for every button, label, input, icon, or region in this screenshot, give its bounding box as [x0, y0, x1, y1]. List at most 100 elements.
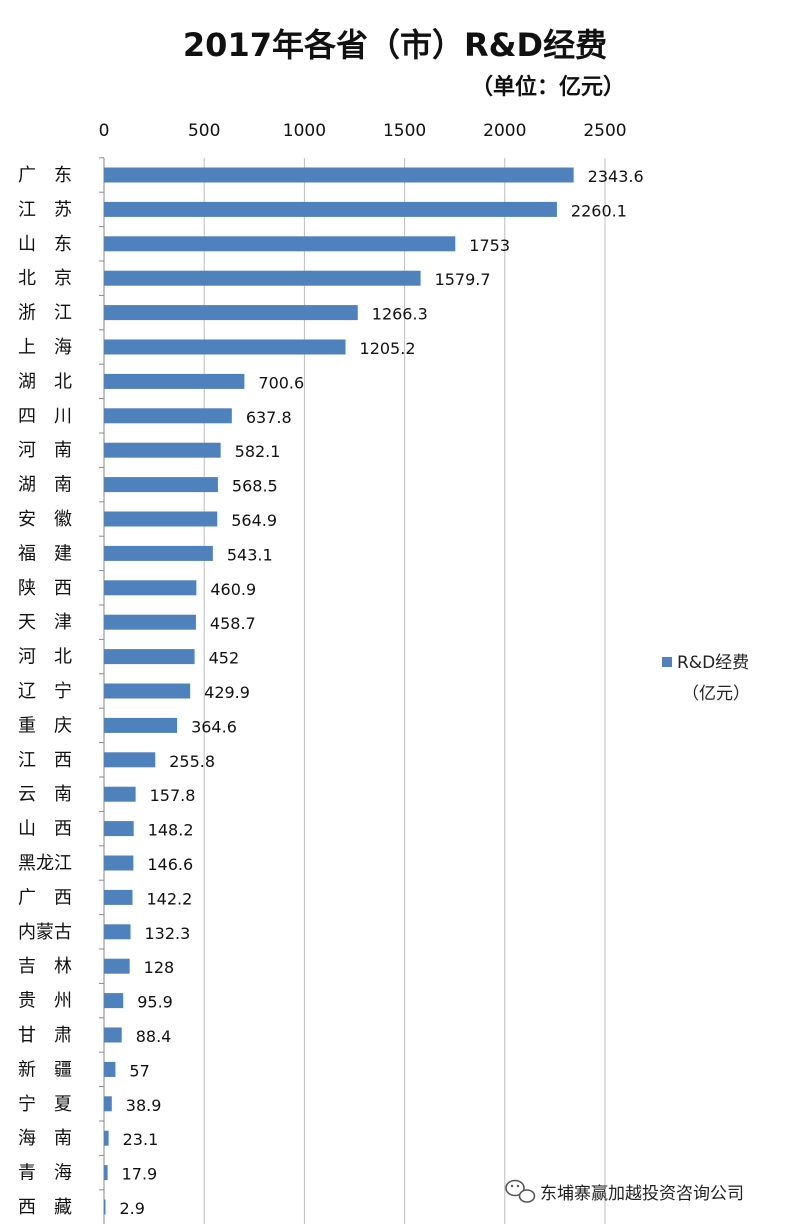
value-label: 146.6 — [147, 855, 193, 874]
category-label: 辽 宁 — [18, 681, 72, 702]
bar — [104, 752, 156, 768]
bar — [104, 924, 131, 940]
watermark: 东埔寨赢加越投资咨询公司 — [505, 1179, 744, 1204]
category-label: 陕 西 — [18, 578, 72, 599]
bar — [104, 649, 195, 665]
bar — [104, 1130, 109, 1146]
x-tick-label: 1000 — [283, 121, 326, 141]
legend-unit: （亿元） — [682, 684, 750, 704]
value-label: 23.1 — [123, 1130, 159, 1149]
bar — [104, 236, 456, 252]
bar — [104, 270, 421, 286]
value-label: 2343.6 — [588, 167, 644, 186]
category-label: 广 东 — [18, 165, 72, 186]
category-label: 上 海 — [18, 337, 72, 358]
watermark-text: 东埔寨赢加越投资咨询公司 — [540, 1184, 744, 1204]
value-label: 132.3 — [145, 924, 191, 943]
category-label: 四 川 — [18, 406, 72, 427]
category-label: 天 津 — [18, 612, 72, 633]
value-label: 429.9 — [204, 683, 250, 702]
category-label: 吉 林 — [18, 956, 72, 977]
category-label: 海 南 — [18, 1128, 72, 1149]
value-label: 364.6 — [191, 717, 237, 736]
bar — [104, 201, 557, 217]
bar — [104, 477, 218, 493]
category-label: 内蒙古 — [18, 922, 72, 943]
value-label: 157.8 — [150, 786, 196, 805]
bar — [104, 1061, 116, 1077]
value-label: 460.9 — [210, 580, 256, 599]
chart-title: 2017年各省（市）R&D经费 — [183, 26, 607, 64]
x-tick-label: 0 — [99, 121, 110, 141]
category-label: 新 疆 — [18, 1059, 72, 1080]
bar — [104, 1027, 122, 1043]
category-label: 山 西 — [18, 819, 72, 840]
category-label: 青 海 — [18, 1163, 72, 1184]
legend-label: R&D经费 — [677, 653, 749, 673]
category-label: 广 西 — [18, 887, 72, 908]
value-label: 88.4 — [136, 1027, 172, 1046]
value-label: 1579.7 — [435, 270, 491, 289]
category-label: 浙 江 — [18, 303, 72, 324]
category-labels: 广 东江 苏山 东北 京浙 江上 海湖 北四 川河 南湖 南安 徽福 建陕 西天… — [18, 165, 72, 1218]
bar — [104, 1199, 106, 1215]
bar — [104, 545, 213, 561]
bar — [104, 958, 130, 974]
category-label: 河 北 — [18, 647, 72, 668]
x-tick-label: 2000 — [483, 121, 526, 141]
value-label: 568.5 — [232, 477, 278, 496]
x-tick-label: 1500 — [383, 121, 426, 141]
category-label: 贵 州 — [18, 991, 72, 1012]
category-label: 宁 夏 — [18, 1094, 72, 1115]
value-label: 700.6 — [258, 373, 304, 392]
value-label: 255.8 — [169, 752, 215, 771]
value-label: 38.9 — [126, 1096, 162, 1115]
value-label: 1205.2 — [360, 339, 416, 358]
bar — [104, 339, 346, 355]
bar — [104, 442, 221, 458]
bar — [104, 1096, 112, 1112]
grid-lines — [99, 157, 606, 1224]
value-label: 582.1 — [235, 442, 281, 461]
bar — [104, 1165, 108, 1181]
category-label: 河 南 — [18, 440, 72, 461]
category-label: 江 苏 — [18, 199, 72, 220]
legend-swatch — [662, 657, 672, 667]
bars — [104, 167, 574, 1215]
x-tick-label: 500 — [188, 121, 220, 141]
value-label: 57 — [129, 1061, 149, 1080]
value-label: 128 — [144, 958, 175, 977]
value-label: 2.9 — [120, 1199, 145, 1218]
category-label: 山 东 — [18, 234, 72, 255]
value-label: 564.9 — [231, 511, 277, 530]
bar — [104, 855, 134, 871]
value-label: 543.1 — [227, 545, 273, 564]
category-label: 湖 南 — [18, 475, 72, 496]
bar — [104, 305, 358, 321]
value-label: 17.9 — [122, 1165, 158, 1184]
category-label: 云 南 — [18, 784, 72, 805]
value-label: 148.2 — [148, 821, 194, 840]
x-tick-label: 2500 — [583, 121, 626, 141]
value-label: 1753 — [469, 236, 510, 255]
bar — [104, 889, 133, 905]
bar — [104, 683, 191, 699]
value-label: 2260.1 — [571, 201, 627, 220]
value-label: 142.2 — [146, 889, 192, 908]
value-labels: 2343.6 2260.1 1753 1579.7 1266.3 1205.2 700.6 6… — [120, 167, 644, 1218]
bar — [104, 511, 218, 527]
category-label: 黑龙江 — [18, 853, 72, 874]
value-label: 452 — [209, 649, 240, 668]
value-label: 1266.3 — [372, 305, 428, 324]
bar — [104, 580, 197, 596]
category-label: 西 藏 — [18, 1197, 72, 1218]
value-label: 458.7 — [210, 614, 256, 633]
category-label: 安 徽 — [18, 509, 72, 530]
bar — [104, 373, 245, 389]
bar — [104, 614, 196, 630]
category-label: 重 庆 — [18, 715, 72, 736]
value-label: 637.8 — [246, 408, 292, 427]
category-label: 福 建 — [18, 543, 72, 564]
bar — [104, 167, 574, 183]
